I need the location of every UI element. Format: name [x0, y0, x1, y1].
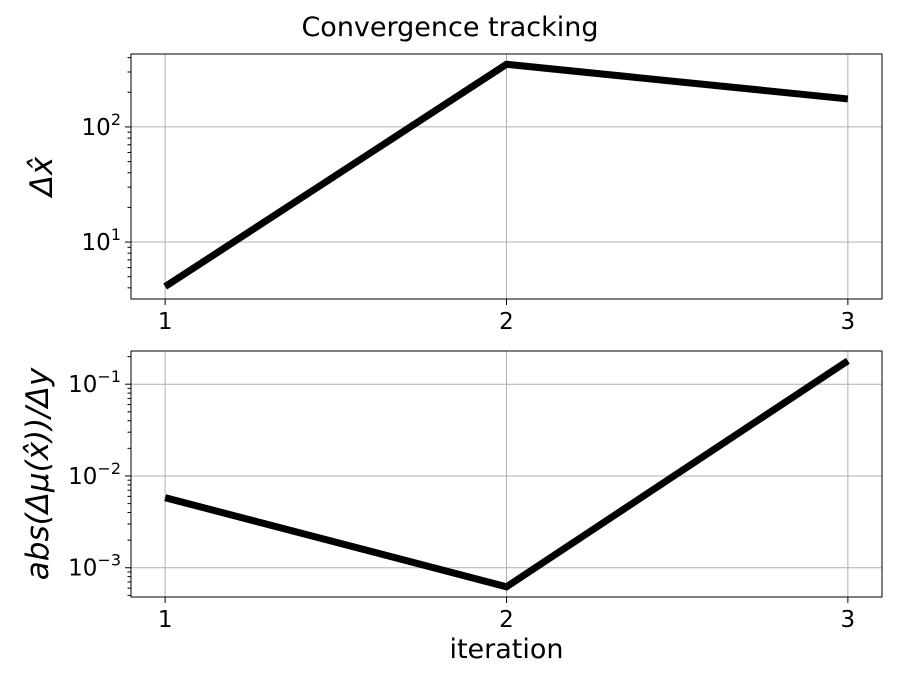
axes-frame: [130, 53, 883, 300]
x-tick-label: 2: [499, 607, 514, 633]
y-axis-label: Δx̂: [24, 156, 60, 198]
panel-delta-mu: 1 2 3 10−3 10−2 10−1 abs(Δμ(x̂))/Δy iteration: [20, 350, 883, 665]
x-tick-label: 1: [158, 607, 173, 633]
x-tick-label: 3: [841, 309, 856, 335]
panel-delta-x: 1 2 3 101 102 Δx̂: [24, 53, 883, 335]
y-tick-label: 10−3: [68, 551, 121, 582]
x-tick-label: 1: [158, 309, 173, 335]
x-tick-label: 3: [841, 607, 856, 633]
y-tick-label: 101: [82, 225, 121, 256]
y-tick-label: 10−2: [68, 459, 121, 490]
figure-title: Convergence tracking: [301, 12, 598, 43]
y-tick-label: 10−1: [68, 367, 121, 398]
x-tick-label: 2: [499, 309, 514, 335]
x-axis-label: iteration: [449, 634, 563, 665]
axes-frame: [130, 350, 883, 598]
y-tick-label: 102: [82, 110, 121, 141]
y-axis-label: abs(Δμ(x̂))/Δy: [20, 367, 56, 580]
